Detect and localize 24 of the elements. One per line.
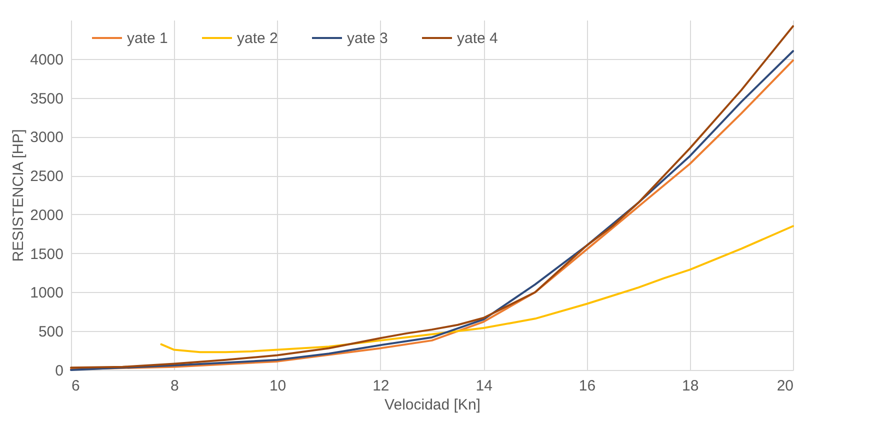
y-tick-label: 3500: [30, 90, 64, 108]
x-axis-title: Velocidad [Kn]: [384, 396, 480, 414]
legend-label: yate 1: [127, 30, 168, 47]
legend-label: yate 4: [457, 30, 498, 47]
y-tick-label: 2000: [30, 206, 64, 224]
y-tick-label: 3000: [30, 129, 64, 146]
y-tick-label: 4000: [30, 51, 64, 68]
y-tick-label: 1500: [30, 246, 64, 263]
x-tick-label: 6: [72, 378, 80, 394]
y-tick-label: 0: [55, 362, 64, 380]
x-tick-label: 18: [682, 378, 699, 394]
y-tick-label: 1000: [30, 284, 64, 302]
legend-label: yate 3: [347, 30, 388, 47]
y-tick-label: 500: [38, 324, 64, 341]
y-tick-label: 2500: [30, 168, 64, 186]
x-tick-label: 20: [776, 378, 794, 394]
y-axis-title: RESISTENCIA [HP]: [10, 129, 28, 262]
line-series: [160, 225, 794, 354]
x-tick-label: 8: [170, 378, 179, 394]
x-tick-label: 10: [269, 378, 286, 394]
legend-label: yate 2: [237, 30, 278, 47]
x-tick-label: 14: [476, 378, 492, 394]
x-tick-label: 16: [578, 378, 596, 394]
x-tick-label: 12: [372, 378, 390, 394]
